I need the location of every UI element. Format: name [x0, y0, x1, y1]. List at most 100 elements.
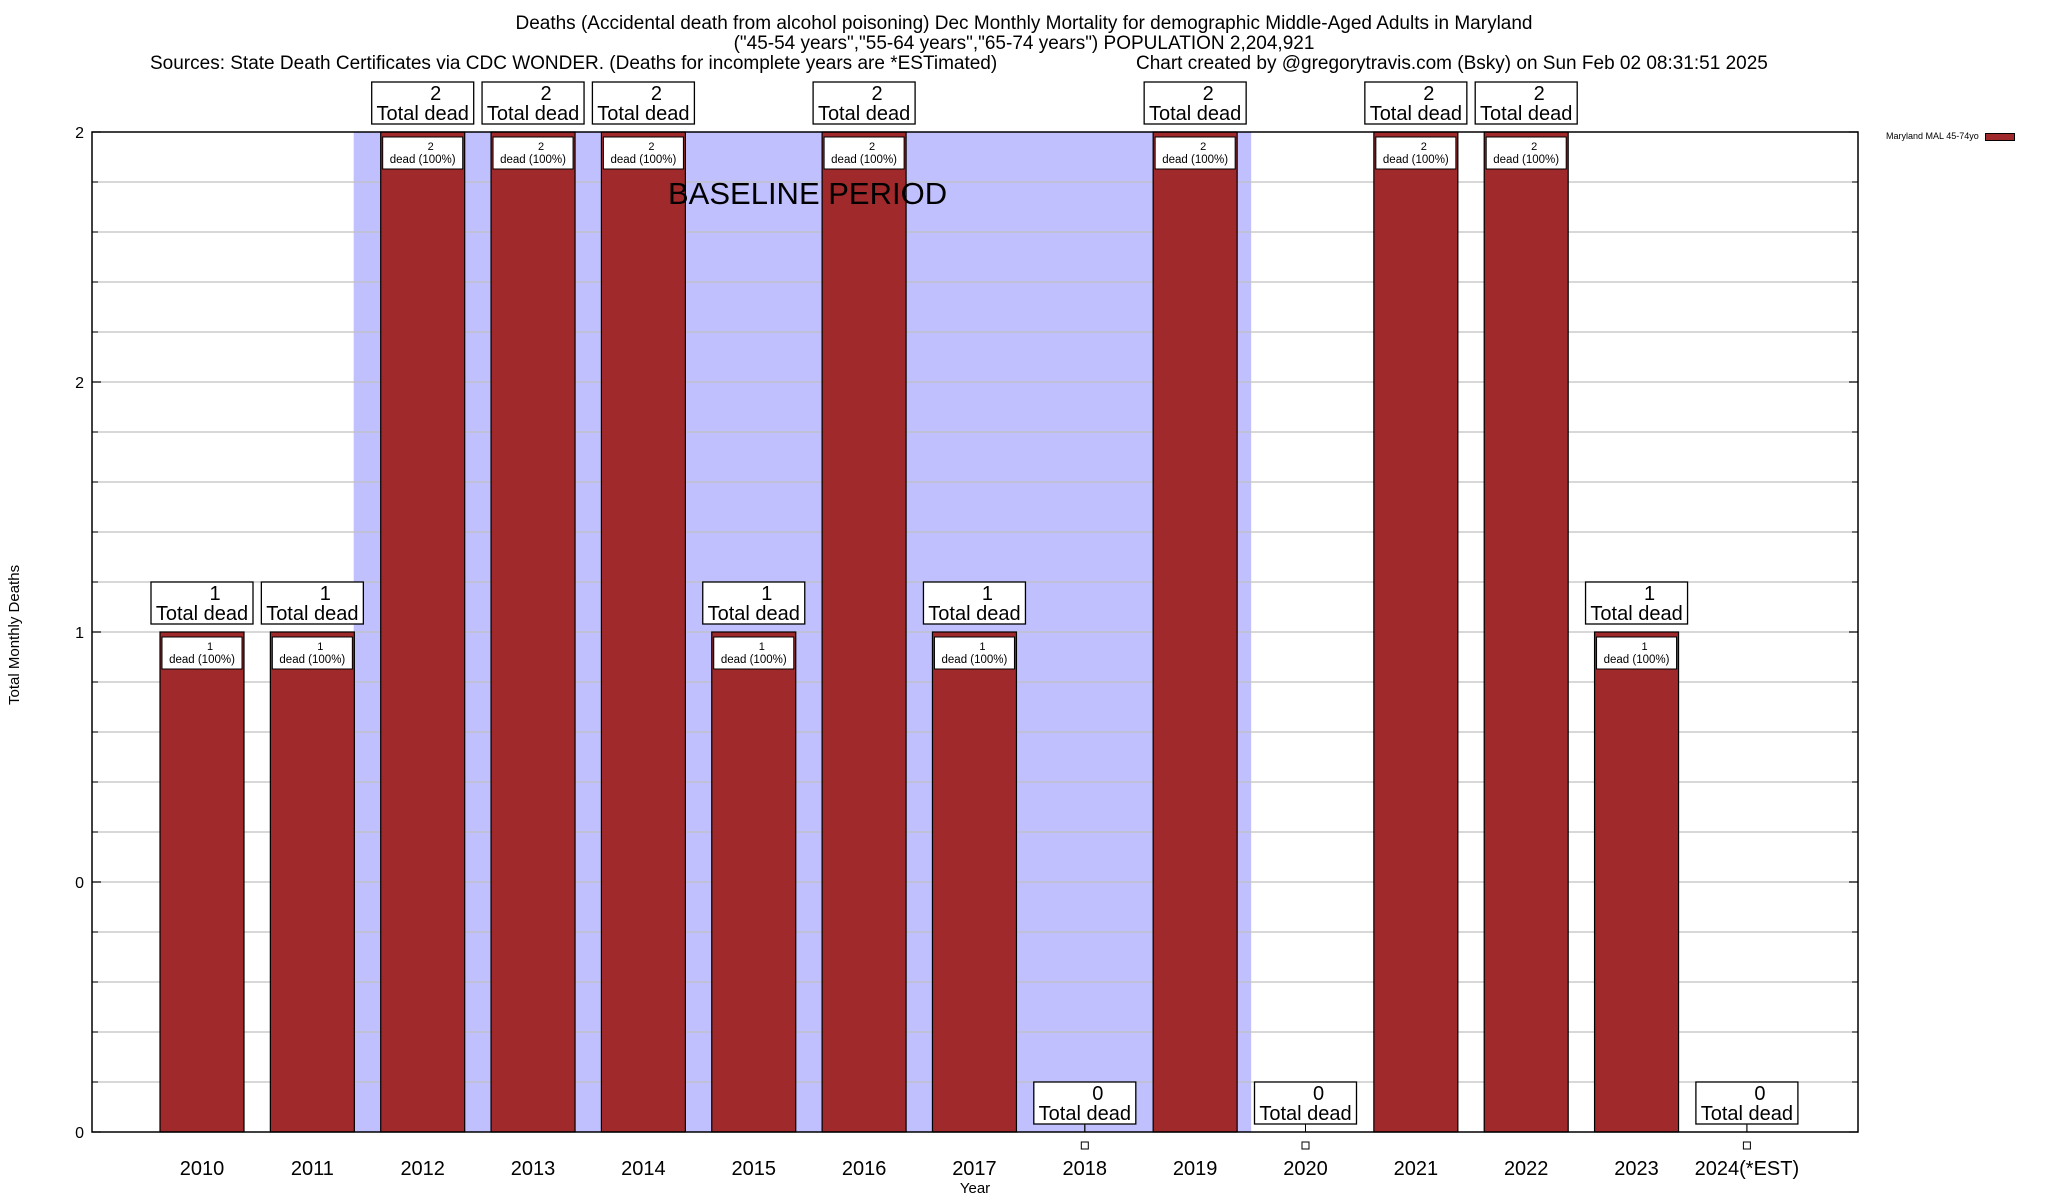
bar-label-value: 2 — [1531, 141, 1537, 153]
bar-label-text: dead (100%) — [279, 654, 345, 666]
chart-title: Deaths (Accidental death from alcohol po… — [515, 13, 1533, 34]
bar — [269, 631, 355, 1133]
x-tick-label: 2023 — [1614, 1158, 1659, 1180]
bar-label-value: 2 — [538, 141, 544, 153]
bar-label-value: 1 — [207, 641, 213, 653]
bar-label-box — [1485, 136, 1567, 170]
baseline-period-label: BASELINE PERIOD — [668, 176, 947, 211]
y-tick-label: 2 — [75, 375, 84, 392]
y-tick-label: 0 — [75, 1125, 84, 1142]
bar — [380, 131, 466, 1133]
bar-label-text: dead (100%) — [169, 654, 235, 666]
bar-label-text: dead (100%) — [942, 654, 1008, 666]
bar-label-value: 1 — [1641, 641, 1647, 653]
x-tick-label: 2016 — [842, 1158, 887, 1180]
bar-label-value: 2 — [648, 141, 654, 153]
total-label-text: Total dead — [597, 103, 689, 125]
total-label-value: 1 — [761, 583, 772, 605]
bar-label-text: dead (100%) — [1604, 654, 1670, 666]
total-label-value: 1 — [209, 583, 220, 605]
y-tick-label: 1 — [75, 625, 84, 642]
bar-label-text: dead (100%) — [500, 154, 566, 166]
bar — [159, 631, 245, 1133]
x-tick-label: 2022 — [1504, 1158, 1549, 1180]
total-label-box — [1584, 581, 1689, 625]
total-label-box — [702, 581, 806, 625]
x-tick-label: 2011 — [291, 1158, 334, 1180]
total-label-text: Total dead — [1370, 103, 1462, 125]
bar-label-value: 1 — [759, 641, 765, 653]
x-tick-label: 2021 — [1394, 1158, 1439, 1180]
x-tick-label: 2019 — [1173, 1158, 1218, 1180]
y-tick-label: 0 — [75, 875, 84, 892]
total-label-value: 2 — [540, 83, 551, 105]
total-label-text: Total dead — [377, 103, 469, 125]
x-tick-label: 2018 — [1063, 1158, 1108, 1180]
y-tick-label: 2 — [75, 125, 84, 142]
total-label-text: Total dead — [1259, 1103, 1351, 1125]
bar — [931, 631, 1018, 1133]
bar-label-box — [933, 636, 1015, 670]
bar-label-box — [271, 636, 353, 670]
zero-point-marker — [1742, 1141, 1751, 1150]
total-label-box — [1364, 81, 1468, 125]
total-label-text: Total dead — [487, 103, 579, 125]
total-label-value: 1 — [982, 583, 993, 605]
x-tick-label: 2015 — [732, 1158, 777, 1180]
zero-point-marker — [1301, 1141, 1310, 1150]
x-tick-label: 2024(*EST) — [1695, 1158, 1800, 1180]
bar-label-text: dead (100%) — [831, 154, 897, 166]
total-label-box — [1253, 1081, 1358, 1125]
bar-label-value: 2 — [869, 141, 875, 153]
total-label-box — [591, 81, 696, 125]
total-label-value: 2 — [430, 83, 441, 105]
bar-label-value: 2 — [1200, 141, 1206, 153]
bar-label-box — [602, 136, 684, 170]
bar-label-box — [713, 636, 795, 670]
x-tick-label: 2020 — [1283, 1158, 1328, 1180]
bar-label-value: 1 — [317, 641, 323, 653]
bar-label-box — [382, 136, 464, 170]
bar — [1373, 131, 1459, 1133]
x-axis-label: Year — [959, 1180, 991, 1197]
total-label-value: 2 — [1423, 83, 1434, 105]
total-label-value: 1 — [1644, 583, 1655, 605]
bar-label-text: dead (100%) — [1162, 154, 1228, 166]
bar-label-text: dead (100%) — [721, 654, 787, 666]
total-label-value: 1 — [320, 583, 331, 605]
zero-point-marker — [1080, 1141, 1089, 1150]
total-label-box — [150, 581, 254, 625]
bars — [159, 131, 1748, 1133]
total-label-text: Total dead — [1039, 1103, 1131, 1125]
total-label-box — [1474, 81, 1578, 125]
bar-label-box — [161, 636, 243, 670]
total-label-value: 0 — [1754, 1083, 1765, 1105]
x-tick-label: 2013 — [511, 1158, 556, 1180]
bar — [711, 631, 797, 1133]
bar-label-value: 1 — [979, 641, 985, 653]
x-tick-label: 2017 — [952, 1158, 997, 1180]
legend: Maryland MAL 45-74yo — [1886, 131, 2015, 141]
total-label-text: Total dead — [1480, 103, 1572, 125]
total-label-value: 0 — [1313, 1083, 1324, 1105]
